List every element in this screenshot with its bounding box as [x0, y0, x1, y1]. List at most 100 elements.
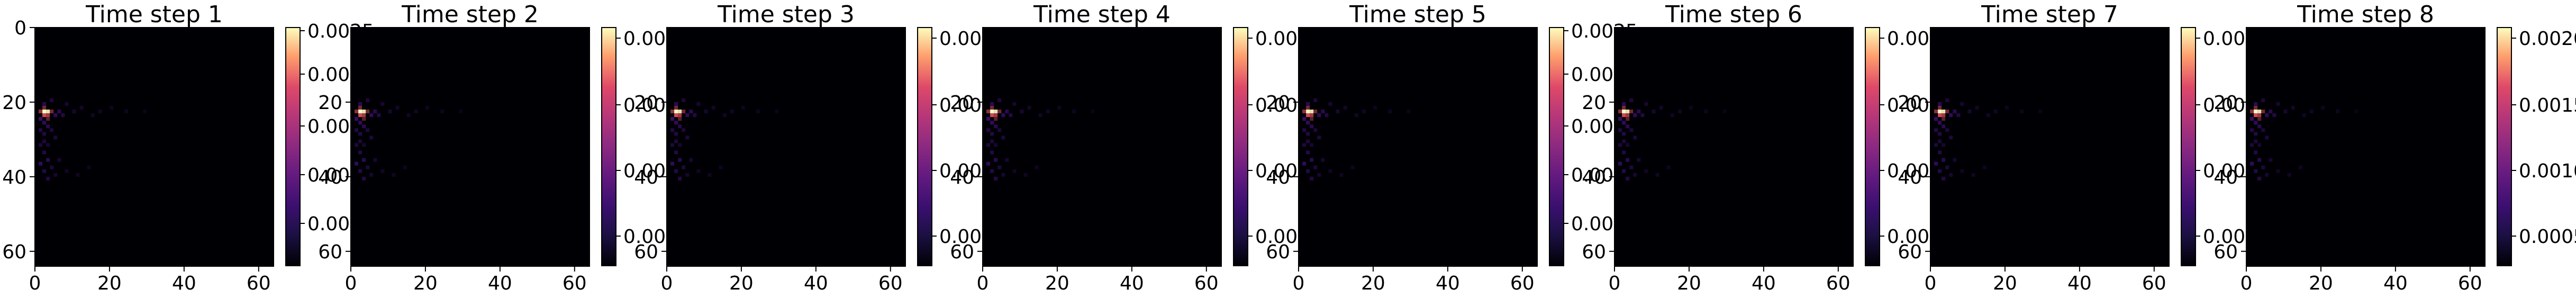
heatmap-cell [39, 128, 43, 132]
heatmap-cell [358, 105, 362, 110]
panel-title: Time step 3 [717, 1, 855, 28]
heatmap-cell [1302, 161, 1307, 166]
heatmap-image [35, 28, 274, 266]
heatmap-cell [358, 150, 362, 155]
heatmap-cell [990, 169, 994, 173]
colorbar [1549, 27, 1564, 266]
heatmap-cell [1945, 98, 1949, 102]
heatmap-cell [1722, 110, 1727, 114]
x-tick-label: 20 [413, 273, 438, 294]
heatmap-cell [1313, 98, 1318, 102]
heatmap-cell [1637, 158, 1641, 162]
heatmap-cell [2250, 128, 2254, 132]
heatmap-cell [708, 173, 712, 177]
heatmap-cell [1072, 110, 1076, 114]
heatmap-cell [682, 98, 686, 102]
heatmap-cell [990, 150, 994, 155]
heatmap-cell [1373, 105, 1377, 110]
heatmap-cell [1626, 176, 1630, 180]
colorbar [285, 27, 301, 266]
heatmap-cell [1626, 117, 1630, 121]
heatmap-cell [1306, 102, 1310, 106]
heatmap-cell [990, 110, 994, 114]
heatmap-cell [2269, 110, 2273, 114]
heatmap-cell [674, 121, 678, 125]
heatmap-cell [358, 132, 362, 136]
y-tick-label: 20 [2, 92, 26, 114]
heatmap-image [1930, 28, 2169, 266]
heatmap-cell [1938, 121, 1942, 125]
heatmap-cell [395, 105, 400, 110]
heatmap-cell [39, 110, 43, 114]
heatmap-cell [1343, 105, 1347, 110]
axes-frame [350, 27, 590, 267]
heatmap-cell [2257, 124, 2262, 129]
x-tick-label: 40 [1752, 273, 1776, 294]
heatmap-cell [2254, 110, 2258, 114]
heatmap-cell [1949, 136, 1953, 140]
heatmap-cell [997, 110, 1002, 114]
heatmap-cell [1677, 110, 1682, 114]
heatmap-cell [674, 110, 678, 114]
heatmap-cell [1618, 117, 1622, 121]
axes-frame [1614, 27, 1854, 267]
heatmap-cell [39, 143, 43, 147]
heatmap-cell [1091, 110, 1095, 114]
heatmap-cell [1046, 110, 1050, 114]
heatmap-cell [1626, 143, 1630, 147]
y-tick-label: 60 [1266, 241, 1290, 263]
heatmap-cell [2250, 110, 2254, 114]
heatmap-cell [2250, 161, 2254, 166]
heatmap-cell [1407, 110, 1411, 114]
y-tick-label: 60 [1582, 241, 1606, 263]
heatmap-cell [1982, 165, 1987, 169]
colorbar [1865, 27, 1880, 266]
panel-title: Time step 7 [1981, 1, 2118, 28]
heatmap-cell [1637, 110, 1641, 114]
heatmap-cell [2254, 150, 2258, 155]
heatmap-cell [90, 113, 95, 118]
heatmap-cell [997, 128, 1002, 132]
heatmap-cell [678, 110, 682, 114]
heatmap-cell [2254, 102, 2258, 106]
heatmap-cell [2254, 105, 2258, 110]
heatmap-cell [1942, 158, 1946, 162]
heatmap-cell [1310, 110, 1314, 114]
heatmap-cell [72, 110, 76, 114]
heatmap-cell [362, 176, 366, 180]
heatmap-cell [678, 176, 682, 180]
heatmap-cell [65, 169, 69, 173]
heatmap-cell [1302, 143, 1307, 147]
heatmap-cell [1960, 102, 1964, 106]
heatmap-cell [46, 124, 50, 129]
heatmap-cell [670, 110, 675, 114]
heatmap-cell [1313, 165, 1318, 169]
y-tick-label: 40 [1898, 167, 1922, 188]
heatmap-cell [1942, 176, 1946, 180]
heatmap-cell [366, 110, 370, 114]
heatmap-cell [1934, 128, 1938, 132]
x-tick-label: 40 [488, 273, 512, 294]
heatmap-cell [57, 110, 61, 114]
heatmap-cell [2020, 110, 2024, 114]
heatmap-cell [2250, 143, 2254, 147]
heatmap-cell [1362, 110, 1366, 114]
heatmap-cell [1328, 169, 1332, 173]
heatmap-cell [2265, 173, 2269, 177]
heatmap-cell [358, 169, 362, 173]
heatmap-cell [425, 105, 429, 110]
heatmap-cell [392, 173, 396, 177]
heatmap-cell [990, 132, 994, 136]
heatmap-cell [39, 161, 43, 166]
heatmap-cell [53, 136, 58, 140]
heatmap-cell [1005, 110, 1009, 114]
heatmap-cell [1652, 110, 1656, 114]
y-tick-label: 0 [14, 17, 26, 39]
panel-title: Time step 2 [401, 1, 539, 28]
heatmap-cell [1942, 124, 1946, 129]
heatmap-cell [46, 143, 50, 147]
heatmap-cell [1934, 161, 1938, 166]
heatmap-cell [1339, 173, 1344, 177]
heatmap-cell [373, 158, 377, 162]
